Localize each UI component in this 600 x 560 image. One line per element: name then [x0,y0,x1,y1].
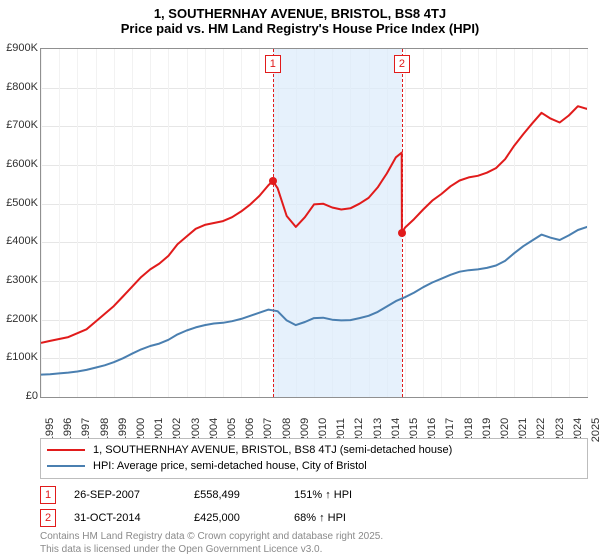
footer-line: This data is licensed under the Open Gov… [40,544,383,557]
chart-series-layer [41,49,587,397]
y-axis-tick-label: £400K [0,235,38,247]
y-axis-tick-label: £100K [0,351,38,363]
legend-item-price-paid: 1, SOUTHERNHAY AVENUE, BRISTOL, BS8 4TJ … [47,442,581,458]
sale-date: 26-SEP-2007 [74,489,194,501]
sale-badge-icon: 1 [40,486,56,504]
chart-area: 12 [40,48,588,398]
y-axis-tick-label: £0 [0,390,38,402]
sale-hpi-delta: 151% ↑ HPI [294,489,414,501]
chart-title-address: 1, SOUTHERNHAY AVENUE, BRISTOL, BS8 4TJ [0,6,600,21]
sale-marker-dot-icon [269,177,277,185]
legend: 1, SOUTHERNHAY AVENUE, BRISTOL, BS8 4TJ … [40,438,588,479]
legend-swatch-icon [47,449,85,451]
y-axis-tick-label: £800K [0,81,38,93]
y-axis-tick-label: £500K [0,197,38,209]
legend-swatch-icon [47,465,85,467]
legend-label: 1, SOUTHERNHAY AVENUE, BRISTOL, BS8 4TJ … [93,444,452,456]
sale-hpi-delta: 68% ↑ HPI [294,512,414,524]
sale-badge-icon: 2 [40,509,56,527]
sale-marker-badge: 2 [394,55,410,73]
sale-date: 31-OCT-2014 [74,512,194,524]
attribution-footer: Contains HM Land Registry data © Crown c… [40,531,383,556]
y-axis-tick-label: £600K [0,158,38,170]
legend-label: HPI: Average price, semi-detached house,… [93,460,367,472]
x-axis-tick-label: 2025 [590,418,600,442]
sale-marker-badge: 1 [265,55,281,73]
y-axis-tick-label: £300K [0,274,38,286]
y-axis-tick-label: £200K [0,313,38,325]
y-axis-tick-label: £700K [0,119,38,131]
chart-title-subtitle: Price paid vs. HM Land Registry's House … [0,21,600,36]
sale-row-1: 1 26-SEP-2007 £558,499 151% ↑ HPI [40,486,588,504]
sale-price: £558,499 [194,489,294,501]
y-axis-tick-label: £900K [0,42,38,54]
sale-price: £425,000 [194,512,294,524]
series-line-price_paid [41,104,587,343]
series-line-hpi [41,225,587,375]
footer-line: Contains HM Land Registry data © Crown c… [40,531,383,544]
sale-marker-dot-icon [398,229,406,237]
legend-item-hpi: HPI: Average price, semi-detached house,… [47,458,581,474]
sale-row-2: 2 31-OCT-2014 £425,000 68% ↑ HPI [40,509,588,527]
